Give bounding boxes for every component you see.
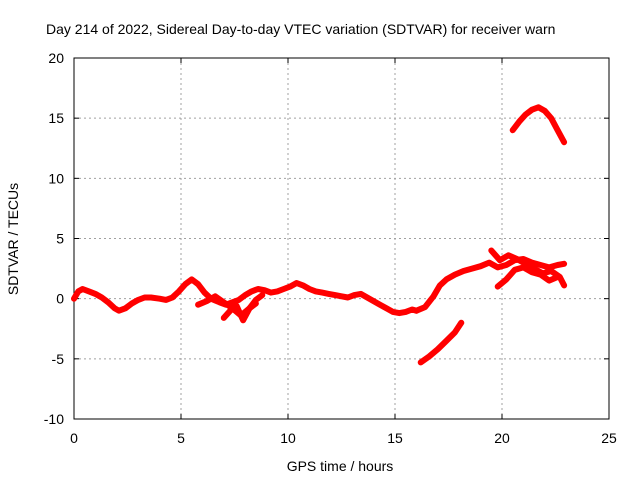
x-tick-label: 25 — [601, 430, 617, 446]
axis-ticks: 0 5 10 15 20 25 -10 -5 0 5 10 15 20 — [44, 50, 617, 446]
x-tick-label: 15 — [387, 430, 403, 446]
x-axis-title: GPS time / hours — [287, 458, 394, 474]
series-trace-e — [488, 247, 568, 289]
x-tick-label: 5 — [177, 430, 185, 446]
y-tick-label: 10 — [48, 170, 64, 186]
series-layer — [71, 104, 568, 366]
y-tick-label: -10 — [44, 411, 64, 427]
y-axis-title: SDTVAR / TECUs — [5, 183, 21, 295]
y-tick-label: 5 — [56, 231, 64, 247]
y-tick-label: 15 — [48, 110, 64, 126]
series-trace-c — [220, 292, 266, 324]
y-tick-label: 0 — [56, 291, 64, 307]
y-tick-label: 20 — [48, 50, 64, 66]
x-tick-label: 20 — [494, 430, 510, 446]
x-tick-label: 0 — [70, 430, 78, 446]
series-trace-h — [509, 104, 568, 146]
series-trace-f — [494, 264, 561, 290]
x-tick-label: 10 — [280, 430, 296, 446]
series-trace-d — [413, 256, 568, 314]
y-tick-label: -5 — [52, 351, 65, 367]
chart-title: Day 214 of 2022, Sidereal Day-to-day VTE… — [46, 21, 555, 37]
series-trace-g — [417, 319, 465, 366]
series-trace-a — [71, 276, 420, 317]
